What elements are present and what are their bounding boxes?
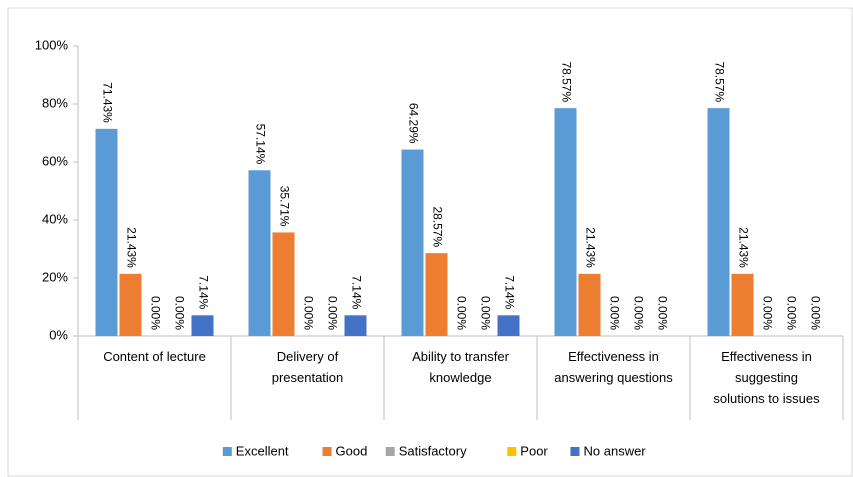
bar	[272, 232, 295, 336]
value-label: 0.00%	[454, 296, 468, 330]
legend-label: Good	[336, 443, 368, 458]
value-label: 35.71%	[277, 186, 291, 227]
x-tick-label: Ability to transfer knowledge	[412, 349, 509, 385]
bar	[248, 170, 271, 336]
chart-border	[7, 7, 853, 477]
value-label: 0.00%	[172, 296, 186, 330]
legend-swatch	[385, 447, 395, 456]
value-label: 0.00%	[478, 296, 492, 330]
value-label: 7.14%	[349, 275, 363, 309]
legend-label: Satisfactory	[399, 443, 467, 458]
bar	[731, 273, 754, 336]
bar	[344, 315, 367, 336]
value-label: 0.00%	[655, 296, 669, 330]
y-tick-label: 40%	[42, 211, 68, 226]
bar	[707, 108, 730, 336]
value-label: 7.14%	[502, 275, 516, 309]
y-tick-label: 80%	[42, 95, 68, 110]
value-label: 78.57%	[559, 61, 573, 102]
legend-label: Poor	[520, 443, 548, 458]
legend-swatch	[322, 447, 332, 456]
legend-label: Excellent	[236, 443, 289, 458]
value-label: 7.14%	[196, 275, 210, 309]
value-label: 0.00%	[325, 296, 339, 330]
value-label: 57.14%	[253, 124, 267, 165]
value-label: 21.43%	[583, 227, 597, 268]
legend-swatch	[222, 447, 232, 456]
x-tick-label: Effectiveness in suggesting solutions to i…	[713, 349, 820, 406]
value-label: 0.00%	[760, 296, 774, 330]
value-label: 78.57%	[712, 61, 726, 102]
value-label: 21.43%	[124, 227, 138, 268]
y-tick-label: 20%	[42, 269, 68, 284]
value-label: 28.57%	[430, 206, 444, 247]
value-label: 64.29%	[406, 103, 420, 144]
y-tick-label: 100%	[35, 37, 69, 52]
bar	[191, 315, 214, 336]
legend-swatch	[570, 447, 580, 456]
value-label: 0.00%	[631, 296, 645, 330]
value-label: 0.00%	[301, 296, 315, 330]
value-label: 21.43%	[736, 227, 750, 268]
bar	[497, 315, 520, 336]
value-label: 0.00%	[784, 296, 798, 330]
legend-swatch	[507, 447, 517, 456]
x-tick-label: Effectiveness in answering questions	[554, 349, 673, 385]
bar	[401, 149, 424, 336]
bar	[554, 108, 577, 336]
value-label: 0.00%	[607, 296, 621, 330]
bar	[578, 273, 601, 336]
legend-label: No answer	[584, 443, 647, 458]
value-label: 0.00%	[808, 296, 822, 330]
value-label: 71.43%	[100, 82, 114, 123]
value-label: 0.00%	[148, 296, 162, 330]
bar	[425, 253, 448, 336]
x-tick-label: Content of lecture	[103, 349, 206, 364]
bar	[95, 128, 118, 336]
bar	[119, 273, 142, 336]
x-tick-label: Delivery of presentation	[272, 349, 344, 385]
y-tick-label: 0%	[49, 327, 68, 342]
y-tick-label: 60%	[42, 153, 68, 168]
